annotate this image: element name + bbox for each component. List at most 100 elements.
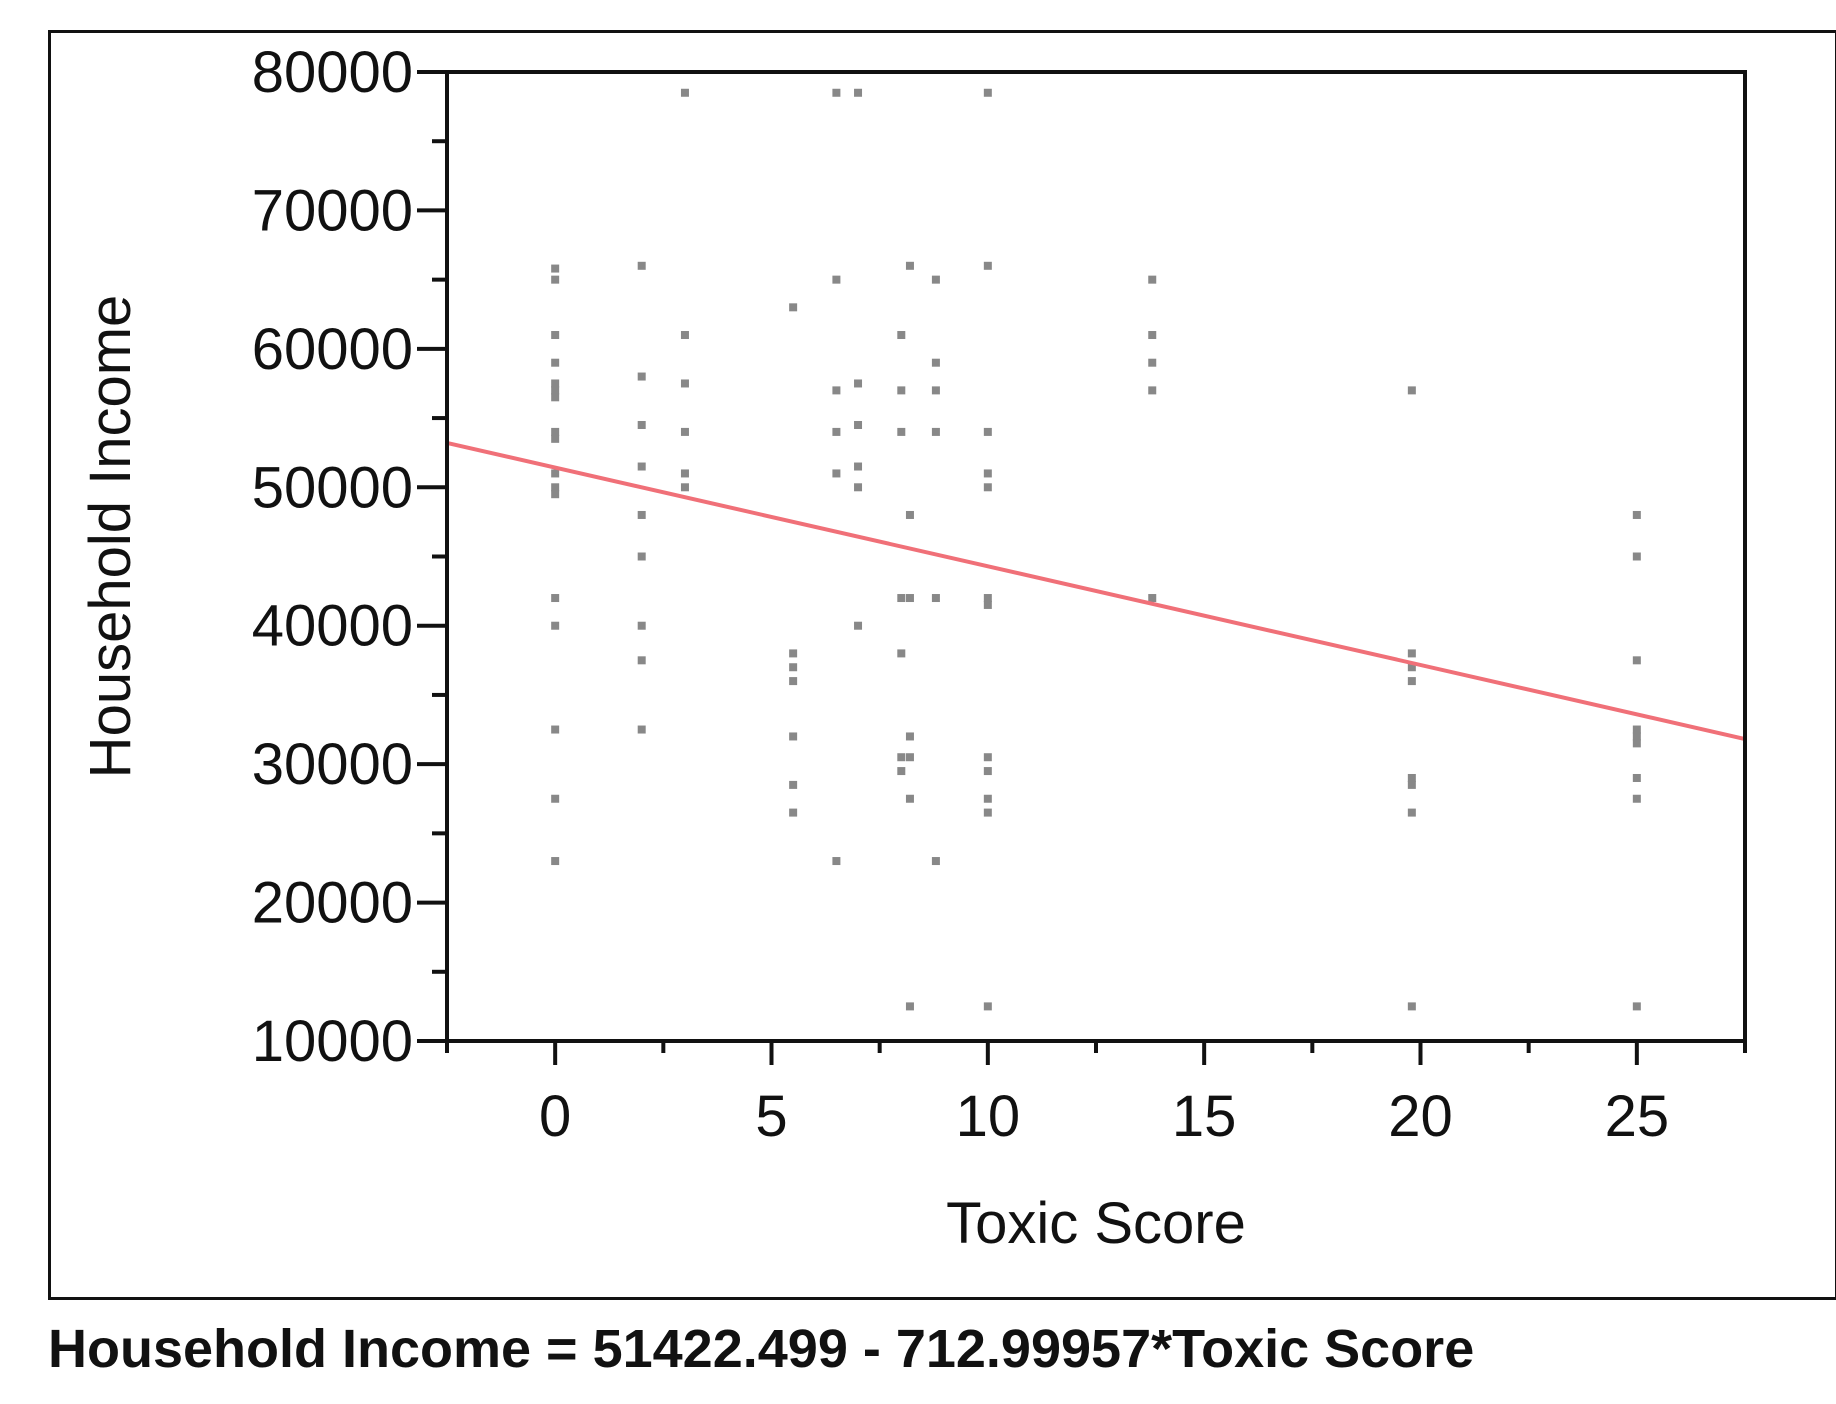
data-point [832, 469, 841, 478]
y-axis-ticks: 10000 20000 30000 40000 50000 60000 70000 80000 [252, 40, 447, 1074]
data-point [854, 88, 863, 97]
data-point [789, 732, 798, 741]
data-point [983, 753, 992, 762]
y-tick-label: 80000 [252, 40, 413, 105]
data-point [832, 275, 841, 284]
data-point [905, 510, 914, 519]
plot-area-border [445, 70, 1747, 1043]
data-point [905, 732, 914, 741]
data-point [789, 663, 798, 672]
data-point [897, 594, 906, 603]
data-point [931, 386, 940, 395]
x-tick-label: 10 [956, 1084, 1021, 1149]
data-point [551, 379, 560, 388]
y-tick-label: 20000 [252, 871, 413, 936]
data-point [905, 1002, 914, 1011]
data-point [832, 386, 841, 395]
data-point [637, 621, 646, 630]
data-point [983, 261, 992, 270]
data-point [1407, 649, 1416, 658]
data-point [551, 275, 560, 284]
x-tick-label: 20 [1388, 1084, 1453, 1149]
data-point [931, 275, 940, 284]
data-point [789, 303, 798, 312]
x-axis-title: Toxic Score [946, 1191, 1246, 1256]
data-point [551, 794, 560, 803]
data-points [551, 88, 1641, 1011]
data-point [789, 808, 798, 817]
data-point [551, 427, 560, 436]
data-point [680, 427, 689, 436]
data-point [931, 427, 940, 436]
data-point [1407, 677, 1416, 686]
data-point [637, 656, 646, 665]
data-point [551, 386, 560, 395]
data-point [637, 552, 646, 561]
data-point [551, 725, 560, 734]
data-point [897, 427, 906, 436]
data-point [854, 379, 863, 388]
x-tick-label: 15 [1172, 1084, 1237, 1149]
data-point [897, 386, 906, 395]
data-point [983, 483, 992, 492]
data-point [983, 594, 992, 603]
data-point [551, 358, 560, 367]
data-point [551, 857, 560, 866]
data-point [983, 88, 992, 97]
data-point [1148, 331, 1157, 340]
regression-line-group [446, 440, 1746, 741]
data-point [637, 420, 646, 429]
x-axis-ticks: 0 5 10 15 20 25 [445, 1041, 1747, 1149]
data-point [897, 331, 906, 340]
data-point [1148, 386, 1157, 395]
data-point [680, 483, 689, 492]
y-tick-label: 40000 [252, 594, 413, 659]
data-point [789, 677, 798, 686]
data-point [551, 393, 560, 402]
data-point [551, 434, 560, 443]
scatter-plot: 10000 20000 30000 40000 50000 60000 70000 80000… [78, 40, 1747, 1256]
data-point [1407, 780, 1416, 789]
data-point [637, 462, 646, 471]
data-point [1632, 552, 1641, 561]
data-point [637, 261, 646, 270]
data-point [931, 358, 940, 367]
data-point [551, 264, 560, 273]
data-point [551, 621, 560, 630]
x-tick-label: 5 [755, 1084, 787, 1149]
data-point [680, 469, 689, 478]
data-point [854, 420, 863, 429]
data-point [854, 621, 863, 630]
data-point [1632, 1002, 1641, 1011]
data-point [897, 649, 906, 658]
data-point [983, 600, 992, 609]
data-point [637, 510, 646, 519]
data-point [905, 753, 914, 762]
data-point [551, 483, 560, 492]
data-point [1632, 773, 1641, 782]
y-axis-title: Household Income [78, 295, 143, 779]
data-point [983, 469, 992, 478]
data-point [832, 427, 841, 436]
data-point [897, 753, 906, 762]
x-tick-label: 25 [1605, 1084, 1670, 1149]
data-point [1632, 725, 1641, 734]
data-point [1407, 1002, 1416, 1011]
data-point [897, 767, 906, 776]
data-point [1407, 808, 1416, 817]
data-point [832, 88, 841, 97]
data-point [1148, 275, 1157, 284]
data-point [1632, 656, 1641, 665]
data-point [789, 649, 798, 658]
data-point [905, 794, 914, 803]
data-point [637, 725, 646, 734]
data-point [983, 767, 992, 776]
regression-equation: Household Income = 51422.499 - 712.99957… [48, 1319, 1475, 1379]
y-tick-label: 10000 [252, 1009, 413, 1074]
data-point [551, 490, 560, 499]
data-point [1407, 663, 1416, 672]
data-point [1632, 732, 1641, 741]
data-point [983, 427, 992, 436]
y-tick-label: 60000 [252, 317, 413, 382]
data-point [680, 379, 689, 388]
